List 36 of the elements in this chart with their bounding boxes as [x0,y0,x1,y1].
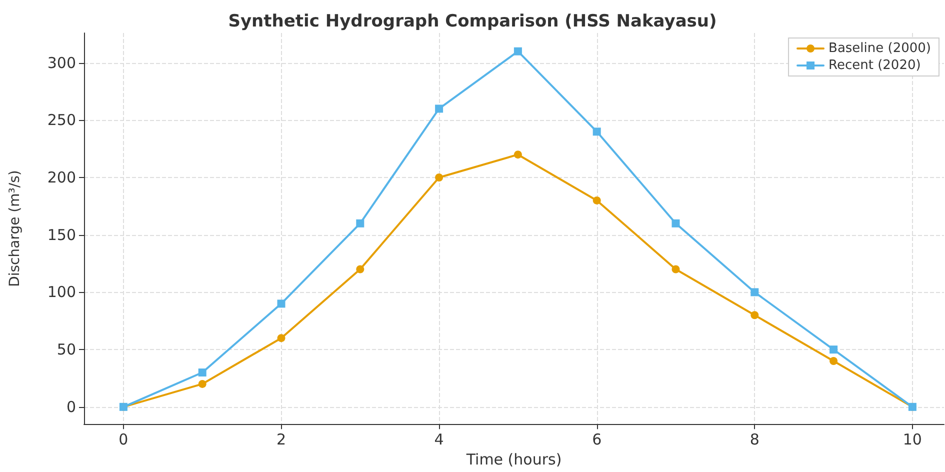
point [750,288,759,296]
point [356,265,364,274]
legend-label: Recent (2020) [828,58,921,73]
point [198,368,206,376]
y-axis-title: Discharge (m³/s) [7,170,23,287]
point [830,346,838,354]
x-tick-label: 10 [902,430,922,449]
y-tick-label: 50 [56,340,76,359]
point [750,311,759,320]
y-tick-label: 250 [47,111,76,130]
x-tick-label: 0 [118,430,128,449]
point [435,174,444,182]
chart-title: Synthetic Hydrograph Comparison (HSS Nakayasu) [228,12,717,32]
x-axis-title: Time (hours) [465,450,562,468]
point [356,219,364,228]
point [592,196,601,204]
x-tick-label: 8 [750,430,760,449]
x-tick-label: 6 [592,430,602,449]
y-tick-label: 300 [47,54,76,72]
point [198,380,206,388]
x-tick-label: 4 [434,430,444,449]
point [672,265,680,274]
point [514,150,522,159]
y-tick-label: 100 [47,283,76,302]
point [830,357,838,366]
legend-label: Baseline (2000) [828,41,932,56]
point [277,300,286,308]
point [592,128,601,136]
y-tick-label: 200 [47,168,76,187]
point [514,47,522,56]
y-tick-label: 150 [47,226,76,244]
point [277,334,286,342]
y-tick-label: 0 [66,398,76,416]
point [435,104,444,113]
x-tick-label: 2 [276,430,286,449]
point [672,219,680,228]
